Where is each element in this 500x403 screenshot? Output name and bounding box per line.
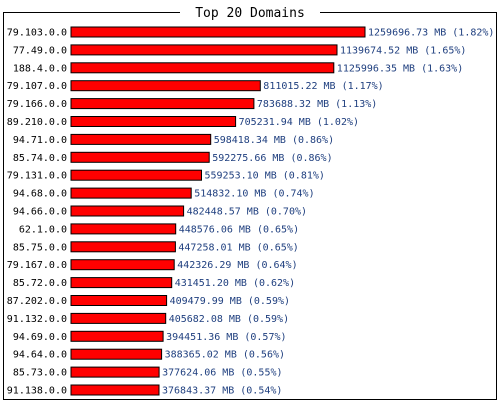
bar (70, 62, 335, 74)
value-label: 376843.37 MB (0.54%) (162, 386, 282, 397)
category-label: 94.64.0.0 (13, 350, 67, 361)
category-label: 85.73.0.0 (13, 368, 67, 379)
value-label: 431451.20 MB (0.62%) (175, 278, 295, 289)
bar (70, 80, 261, 92)
value-label: 705231.94 MB (1.02%) (239, 117, 359, 128)
category-label: 62.1.0.0 (19, 224, 67, 235)
value-label: 559253.10 MB (0.81%) (205, 171, 325, 182)
bar (70, 312, 167, 324)
category-label: 79.131.0.0 (7, 171, 67, 182)
value-label: 405682.08 MB (0.59%) (169, 314, 289, 325)
bars-group: 79.103.0.0 1259696.73 MB (1.82%) 77.49.0.0… (7, 26, 494, 397)
category-label: 94.69.0.0 (13, 332, 67, 343)
category-label: 87.202.0.0 (7, 296, 67, 307)
category-label: 94.71.0.0 (13, 135, 67, 146)
bar (70, 187, 192, 199)
bar (70, 330, 164, 342)
value-label: 482448.57 MB (0.70%) (187, 207, 307, 218)
value-label: 377624.06 MB (0.55%) (162, 368, 282, 379)
bar (70, 169, 202, 181)
category-label: 91.138.0.0 (7, 386, 67, 397)
value-label: 409479.99 MB (0.59%) (170, 296, 290, 307)
bar (70, 366, 160, 378)
bar (70, 44, 338, 56)
bar (70, 241, 176, 253)
bar (70, 116, 237, 127)
category-label: 85.72.0.0 (13, 278, 67, 289)
bar (70, 348, 163, 360)
value-label: 442326.29 MB (0.64%) (177, 260, 297, 271)
value-label: 394451.36 MB (0.57%) (166, 332, 286, 343)
category-label: 94.66.0.0 (13, 207, 67, 218)
bar (70, 151, 210, 163)
value-label: 598418.34 MB (0.86%) (214, 135, 334, 146)
bar (70, 26, 366, 38)
value-label: 1139674.52 MB (1.65%) (340, 45, 466, 56)
value-label: 514832.10 MB (0.74%) (194, 189, 314, 200)
value-label: 447258.01 MB (0.65%) (178, 242, 298, 253)
category-label: 89.210.0.0 (7, 117, 67, 128)
value-label: 783688.32 MB (1.13%) (257, 99, 377, 110)
category-label: 77.49.0.0 (13, 45, 67, 56)
value-label: 1259696.73 MB (1.82%) (368, 28, 494, 39)
chart-title: Top 20 Domains (195, 6, 305, 21)
bar (70, 98, 255, 110)
value-label: 592275.66 MB (0.86%) (212, 153, 332, 164)
category-label: 94.68.0.0 (13, 189, 67, 200)
value-label: 388365.02 MB (0.56%) (165, 350, 285, 361)
category-label: 79.167.0.0 (7, 260, 67, 271)
value-label: 1125996.35 MB (1.63%) (337, 63, 463, 74)
bar (70, 295, 168, 306)
title-background (180, 3, 320, 23)
category-label: 79.103.0.0 (7, 28, 67, 39)
bar (70, 205, 185, 217)
value-label: 448576.06 MB (0.65%) (179, 224, 299, 235)
bar (70, 277, 173, 289)
category-label: 188.4.0.0 (13, 63, 67, 74)
category-label: 85.74.0.0 (13, 153, 67, 164)
bar (70, 384, 160, 396)
category-label: 85.75.0.0 (13, 242, 67, 253)
category-label: 91.132.0.0 (7, 314, 67, 325)
bar (70, 259, 175, 271)
bar (70, 133, 212, 145)
category-label: 79.166.0.0 (7, 99, 67, 110)
bar (70, 223, 177, 235)
category-label: 79.107.0.0 (7, 81, 67, 92)
value-label: 811015.22 MB (1.17%) (263, 81, 383, 92)
